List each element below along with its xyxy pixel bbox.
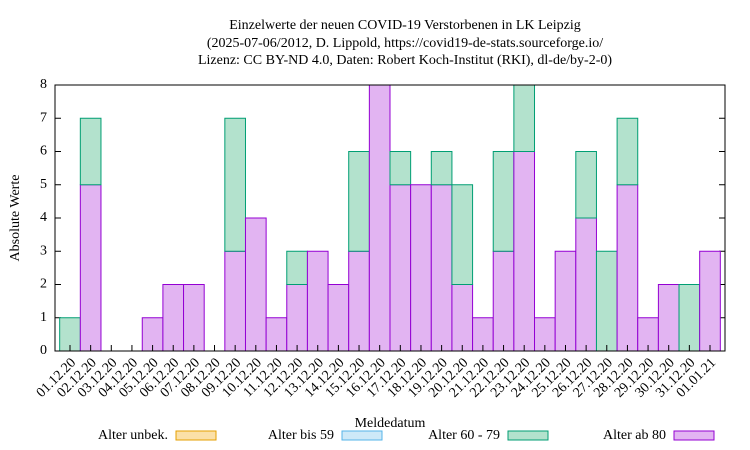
bar-segment	[306, 250, 329, 352]
bar-segment	[183, 284, 205, 352]
x-axis-label: Meldedatum	[355, 416, 426, 431]
bar-segment	[595, 250, 618, 352]
bar-segment	[389, 184, 412, 352]
legend-swatch	[175, 430, 217, 441]
bar-segment	[348, 151, 370, 252]
y-tick-label: 6	[40, 144, 47, 159]
bar-segment	[286, 284, 308, 352]
bar-segment	[699, 250, 721, 352]
bar-segment	[575, 217, 597, 352]
y-tick-label: 2	[40, 277, 47, 292]
y-tick-label: 8	[40, 77, 47, 92]
bar-segment	[575, 151, 597, 219]
bar-segment	[224, 250, 246, 352]
bar-segment	[616, 184, 639, 352]
bar-segment	[224, 117, 246, 252]
legend-label: Alter unbek.	[98, 428, 168, 443]
bar-segment	[244, 217, 267, 352]
bar-segment	[616, 117, 639, 186]
legend-label: Alter bis 59	[268, 428, 334, 443]
bar-segment	[79, 117, 102, 186]
chart-subtitle: (2025-07-06/2012, D. Lippold, https://co…	[207, 36, 603, 51]
y-tick-label: 3	[40, 243, 47, 258]
bar-segment	[286, 250, 308, 285]
legend-swatch	[341, 430, 383, 441]
bar-segment	[327, 284, 350, 352]
y-tick-label: 4	[40, 210, 47, 225]
legend-label: Alter 60 - 79	[428, 428, 500, 443]
bar-segment	[513, 151, 536, 352]
bar-segment	[348, 250, 370, 352]
bar-segment	[430, 184, 453, 352]
y-axis-label: Absolute Werte	[8, 175, 23, 262]
bar-segment	[162, 284, 185, 352]
bar-segment	[368, 84, 391, 352]
legend-label: Alter ab 80	[603, 428, 666, 443]
bar-segment	[451, 284, 474, 352]
y-tick-label: 0	[40, 343, 47, 358]
y-tick-label: 7	[40, 110, 47, 125]
bar-segment	[492, 151, 515, 252]
bar-segment	[79, 184, 102, 352]
bar-segment	[657, 284, 680, 352]
legend-swatch	[507, 430, 549, 441]
plot-frame	[54, 84, 726, 352]
bar-segment	[492, 250, 515, 352]
bar-segment	[430, 151, 453, 186]
y-tick-label: 1	[40, 310, 47, 325]
chart-title: Einzelwerte der neuen COVID-19 Verstorbe…	[229, 18, 581, 33]
bar-segment	[513, 84, 536, 152]
bar-segment	[389, 151, 412, 186]
bar-segment	[451, 184, 474, 285]
bar-segment	[554, 250, 577, 352]
chart-subtitle: Lizenz: CC BY-ND 4.0, Daten: Robert Koch…	[198, 53, 612, 68]
y-tick-label: 5	[40, 177, 47, 192]
bar-segment	[410, 184, 432, 352]
bar-segment	[678, 284, 701, 352]
legend-swatch	[673, 430, 715, 441]
